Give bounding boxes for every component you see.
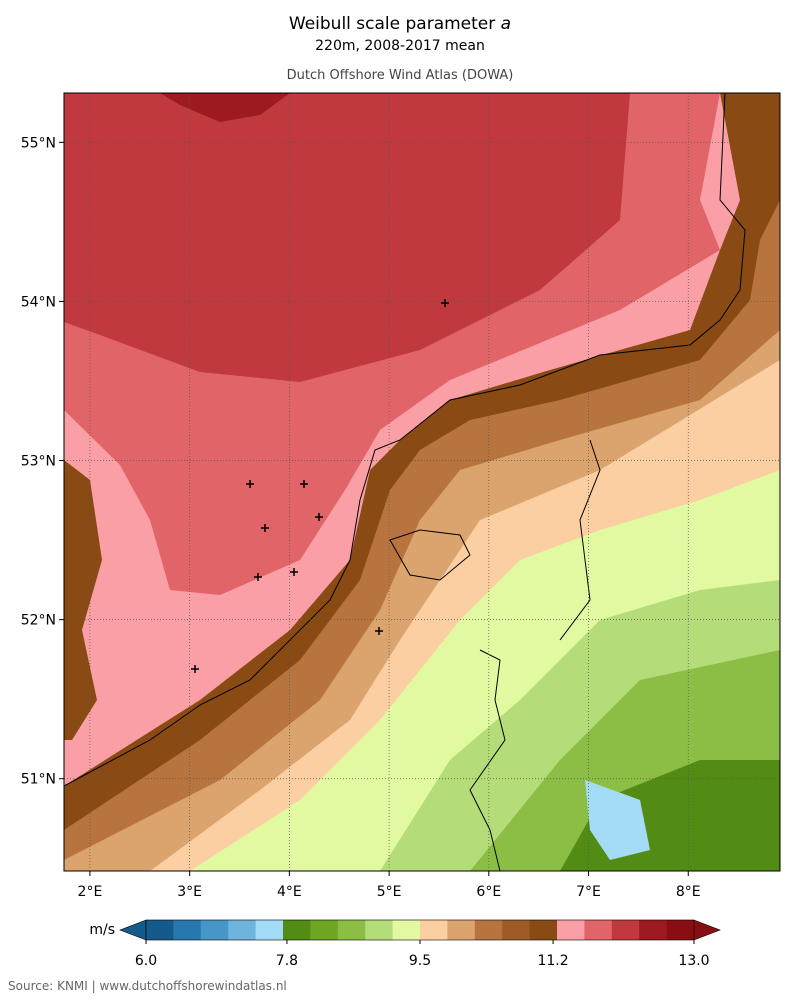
colorbar-tick-label: 9.5 [409,953,431,969]
colorbar-segment [337,920,366,940]
colorbar-segment [146,920,174,940]
subtitle: 220m, 2008-2017 mean [315,38,485,54]
colorbar-segment [502,920,531,940]
colorbar-extend-high [693,919,721,941]
colorbar-extend-low [119,919,147,941]
colorbar-segment [255,920,284,940]
colorbar-segment [584,920,613,940]
border [559,439,601,641]
colorbar-segment [283,920,311,940]
lat-tick-label: 51°N [21,772,56,788]
colorbar-segment [557,920,585,940]
lat-tick-label: 53°N [21,454,56,470]
colorbar-tick-label: 6.0 [135,953,157,969]
colorbar: 6.0 7.8 9.5 11.2 13.0 [119,919,721,969]
colorbar-segment [228,920,257,940]
lon-tick-label: 4°E [277,884,302,900]
title-text: Weibull scale parameter [289,14,495,34]
station-markers [191,299,449,673]
colorbar-segment [666,920,695,940]
colorbar-segment [639,920,668,940]
map-frame [63,92,781,872]
border [469,649,506,871]
colorbar-segment [173,920,202,940]
colorbar-segment [474,920,503,940]
colorbar-segment [447,920,476,940]
lat-tick-label: 54°N [21,294,56,310]
footer-source: Source: KNMI | www.dutchoffshorewindatla… [8,979,287,993]
colorbar-segment [310,920,339,940]
lat-tick-label: 55°N [21,135,56,151]
lon-tick-label: 2°E [78,884,103,900]
source-title: Dutch Offshore Wind Atlas (DOWA) [287,68,514,83]
colorbar-segment [365,920,394,940]
title-symbol: a [501,14,511,34]
zone [160,93,290,122]
colorbar-segment [200,920,229,940]
colorbar-tick-label: 7.8 [276,953,298,969]
grid [64,93,780,871]
lake [585,780,650,860]
colorbar-segment [611,920,640,940]
lat-tick-label: 52°N [21,613,56,629]
colorbar-unit: m/s [89,922,115,938]
lon-tick-label: 7°E [576,884,601,900]
title: Weibull scale parameter a [289,14,511,34]
lon-tick-label: 6°E [476,884,501,900]
zone [64,460,102,740]
lon-tick-label: 5°E [377,884,402,900]
colorbar-tick-label: 13.0 [678,953,709,969]
coastline [64,93,746,787]
colorbar-segment [529,920,558,940]
coastline [389,529,471,581]
colorbar-tick-label: 11.2 [537,953,568,969]
map [64,93,780,871]
stations [191,299,449,673]
colorbar-segment [420,920,448,940]
lon-tick-label: 3°E [177,884,202,900]
lon-tick-label: 8°E [676,884,701,900]
colorbar-segment [392,920,421,940]
